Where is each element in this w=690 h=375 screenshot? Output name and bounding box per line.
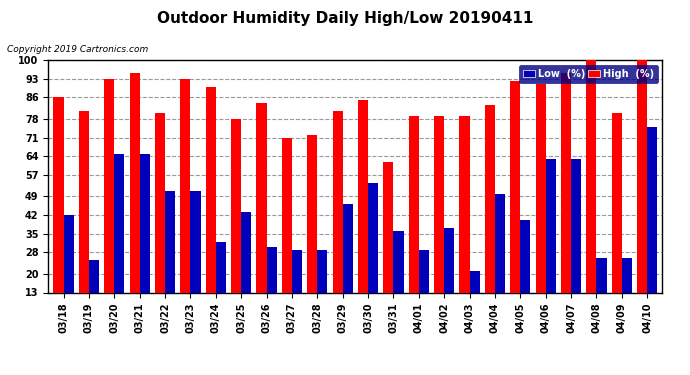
Bar xyxy=(586,60,596,327)
Bar xyxy=(647,127,658,327)
Text: Copyright 2019 Cartronics.com: Copyright 2019 Cartronics.com xyxy=(7,45,148,54)
Bar xyxy=(561,74,571,327)
Bar xyxy=(79,111,89,327)
Bar xyxy=(546,159,556,327)
Bar xyxy=(216,242,226,327)
Bar xyxy=(241,212,251,327)
Bar xyxy=(368,183,378,327)
Bar xyxy=(383,162,393,327)
Bar xyxy=(333,111,343,327)
Legend: Low  (%), High  (%): Low (%), High (%) xyxy=(519,65,658,82)
Bar xyxy=(63,215,74,327)
Bar xyxy=(231,119,241,327)
Bar xyxy=(165,191,175,327)
Bar xyxy=(139,153,150,327)
Bar xyxy=(343,204,353,327)
Bar xyxy=(282,138,292,327)
Bar xyxy=(104,79,115,327)
Bar xyxy=(419,250,429,327)
Bar xyxy=(130,74,139,327)
Bar xyxy=(53,98,63,327)
Bar xyxy=(266,247,277,327)
Bar xyxy=(190,191,201,327)
Bar xyxy=(611,114,622,327)
Bar xyxy=(469,271,480,327)
Bar xyxy=(292,250,302,327)
Bar xyxy=(180,79,190,327)
Bar xyxy=(596,258,607,327)
Bar xyxy=(520,220,531,327)
Bar xyxy=(115,153,124,327)
Bar xyxy=(485,105,495,327)
Bar xyxy=(444,228,454,327)
Bar xyxy=(495,194,505,327)
Bar xyxy=(155,114,165,327)
Text: Outdoor Humidity Daily High/Low 20190411: Outdoor Humidity Daily High/Low 20190411 xyxy=(157,11,533,26)
Bar xyxy=(408,116,419,327)
Bar xyxy=(460,116,469,327)
Bar xyxy=(89,260,99,327)
Bar xyxy=(317,250,328,327)
Bar xyxy=(393,231,404,327)
Bar xyxy=(206,87,216,327)
Bar xyxy=(571,159,581,327)
Bar xyxy=(434,116,444,327)
Bar xyxy=(535,84,546,327)
Bar xyxy=(510,81,520,327)
Bar xyxy=(358,100,368,327)
Bar xyxy=(637,60,647,327)
Bar xyxy=(622,258,632,327)
Bar xyxy=(257,103,266,327)
Bar xyxy=(307,135,317,327)
